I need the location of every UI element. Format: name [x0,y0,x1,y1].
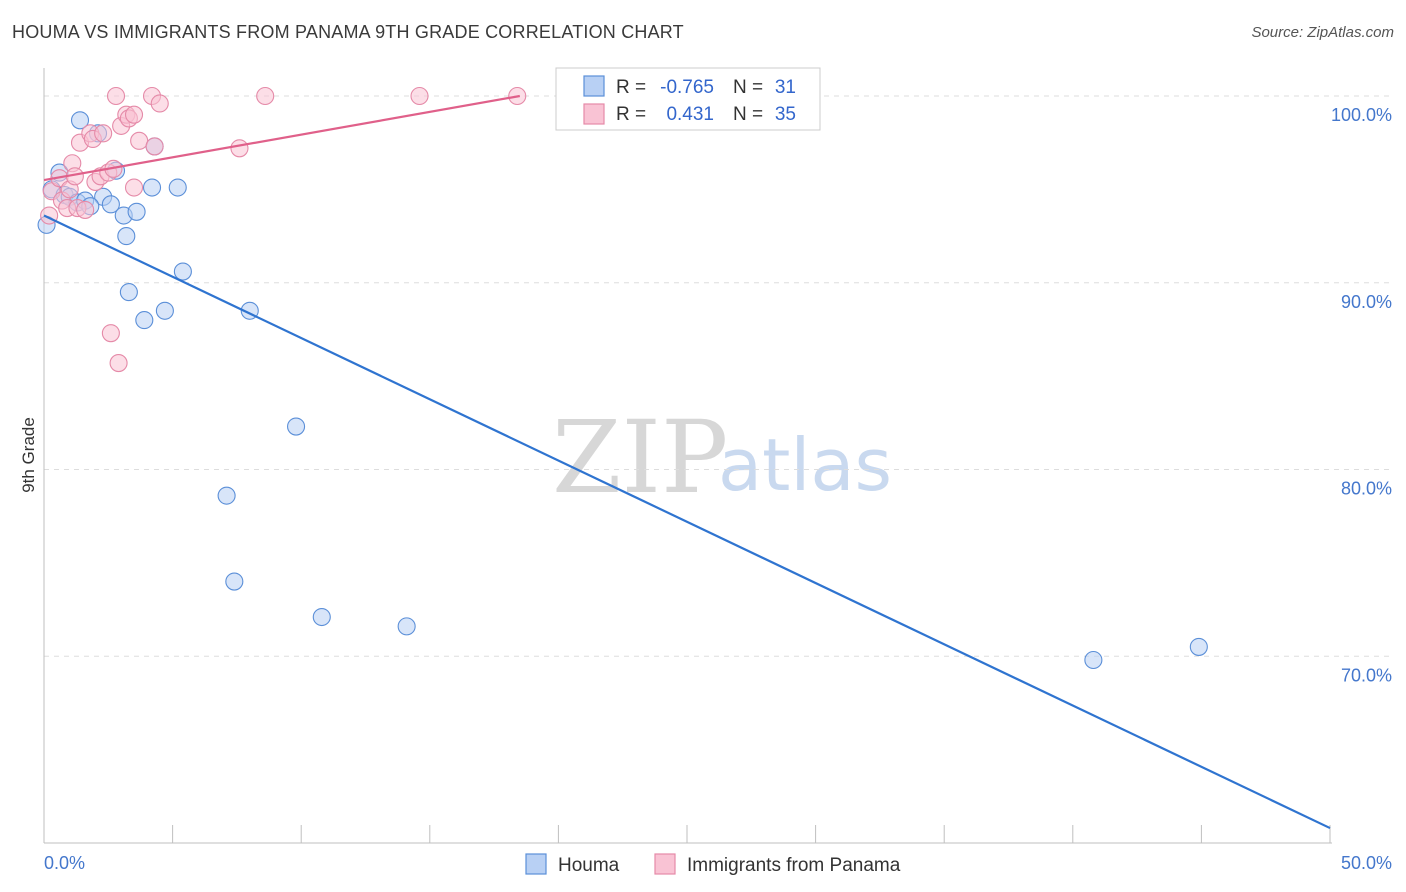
houma-trend-line [43,214,1331,830]
y-tick-label-0: 100.0% [1331,105,1392,125]
houma-point-25 [217,486,236,505]
panama-point-15 [94,124,113,143]
houma-r-label: R = [616,77,646,98]
chart-title: HOUMA VS IMMIGRANTS FROM PANAMA 9TH GRAD… [12,22,684,42]
x-tick-label-max: 50.0% [1341,853,1392,873]
houma-point-9 [70,111,90,130]
panama-point-32 [410,86,429,106]
panama-point-23 [124,178,144,197]
panama-point-28 [101,324,120,343]
y-tick-label-1: 90.0% [1341,292,1392,312]
panama-series-swatch [654,853,676,875]
houma-points [37,111,1208,670]
x-tick-label-min: 0.0% [44,853,85,873]
houma-point-12 [101,195,120,214]
houma-n-label: N = [733,77,763,98]
y-tick-label-2: 80.0% [1341,479,1392,499]
panama-point-24 [130,131,149,150]
houma-point-21 [135,311,154,330]
houma-point-24 [287,417,306,436]
houma-point-20 [119,283,138,302]
houma-point-18 [168,178,187,197]
gridlines [44,95,1392,657]
y-tick-labels: 100.0% 90.0% 80.0% 70.0% [1331,105,1392,685]
houma-point-14 [127,202,146,221]
panama-point-29 [109,354,128,373]
houma-point-17 [142,178,162,197]
panama-trend-line [43,94,521,182]
watermark-atlas: atlas [718,423,892,507]
panama-point-30 [230,139,249,158]
panama-point-27 [150,94,169,113]
houma-series-swatch [525,853,547,875]
houma-legend-swatch [583,75,605,97]
y-tick-label-3: 70.0% [1341,665,1392,685]
panama-point-22 [124,105,144,124]
panama-n-label: N = [733,104,763,125]
panama-series-label: Immigrants from Panama [687,855,901,876]
houma-series-label: Houma [558,855,620,876]
panama-point-18 [106,86,126,106]
panama-legend-swatch [583,103,605,125]
series-legend: Houma Immigrants from Panama [525,853,901,876]
houma-point-22 [155,301,174,320]
houma-point-27 [312,607,331,627]
houma-point-29 [1084,650,1103,670]
panama-r-label: R = [616,104,646,125]
panama-r-value: 0.431 [666,104,714,125]
panama-point-31 [256,86,275,106]
y-axis-label: 9th Grade [19,417,38,493]
houma-r-value: -0.765 [660,77,714,98]
panama-point-25 [145,137,164,156]
watermark: ZIP atlas [552,399,892,516]
source-credit: Source: ZipAtlas.com [1251,24,1394,41]
houma-point-28 [397,617,416,636]
stats-legend: R = -0.765 N = 31 R = 0.431 N = 35 [555,67,821,131]
x-axis-ticks [172,825,1331,843]
houma-point-26 [225,572,244,591]
houma-point-19 [173,262,192,281]
houma-point-30 [1189,637,1208,656]
panama-n-value: 35 [775,104,796,125]
watermark-zip: ZIP [552,399,728,516]
panama-point-10 [76,200,95,219]
houma-point-15 [117,227,136,246]
houma-n-value: 31 [775,77,796,98]
